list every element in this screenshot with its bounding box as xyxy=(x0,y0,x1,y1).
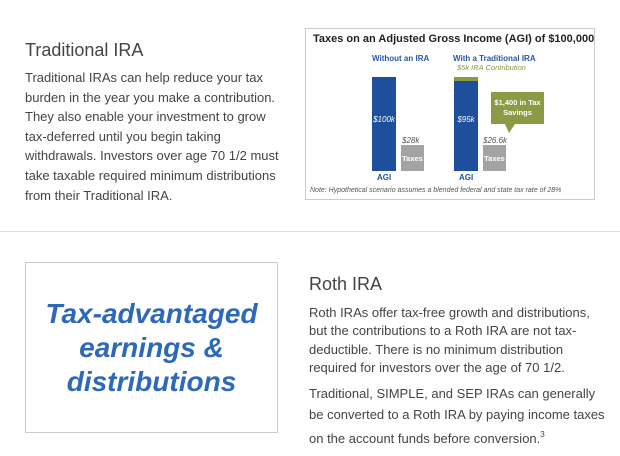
roth-ira-heading: Roth IRA xyxy=(309,274,383,294)
tax-value-without-ira: $28k xyxy=(402,136,420,145)
contribution-label: $5k IRA Contribution xyxy=(457,63,526,72)
agi-value-with-ira: $95k xyxy=(457,115,475,124)
roth-conversion-text: Traditional, SIMPLE, and SEP IRAs can ge… xyxy=(309,384,609,450)
tax-bar-without-ira: Taxes xyxy=(401,145,424,171)
agi-bar-without-ira xyxy=(372,77,396,171)
agi-value-without-ira: $100k xyxy=(373,115,395,124)
traditional-ira-text: Traditional IRAs can help reduce your ta… xyxy=(25,70,279,203)
roth-ira-text: Roth IRAs offer tax-free growth and dist… xyxy=(309,305,590,375)
agi-bar-with-ira xyxy=(454,81,478,171)
group-label-with-ira: With a Traditional IRA xyxy=(453,54,536,63)
footnote-link[interactable]: 3 xyxy=(540,430,545,439)
chart-title: Taxes on an Adjusted Gross Income (AGI) … xyxy=(313,33,595,45)
agi-label-1: AGI xyxy=(377,173,392,182)
contribution-bar xyxy=(454,77,478,81)
section-divider xyxy=(0,231,620,232)
tagline-text: Tax-advantaged earnings & distributions xyxy=(45,297,258,397)
callout-pointer xyxy=(505,124,515,133)
tax-value-with-ira: $26.6k xyxy=(483,136,508,145)
tax-bar-with-ira: Taxes xyxy=(483,145,506,171)
tax-savings-callout: $1,400 in Tax Savings xyxy=(491,92,544,124)
traditional-ira-heading: Traditional IRA xyxy=(25,40,144,60)
group-label-without-ira: Without an IRA xyxy=(372,54,430,63)
agi-label-2: AGI xyxy=(459,173,474,182)
chart-note: Note: Hypothetical scenario assumes a bl… xyxy=(310,187,562,194)
agi-tax-chart-image: Taxes on an Adjusted Gross Income (AGI) … xyxy=(305,28,595,200)
tagline-box: Tax-advantaged earnings & distributions xyxy=(25,262,278,433)
roth-conversion-body: Traditional, SIMPLE, and SEP IRAs can ge… xyxy=(309,386,605,446)
